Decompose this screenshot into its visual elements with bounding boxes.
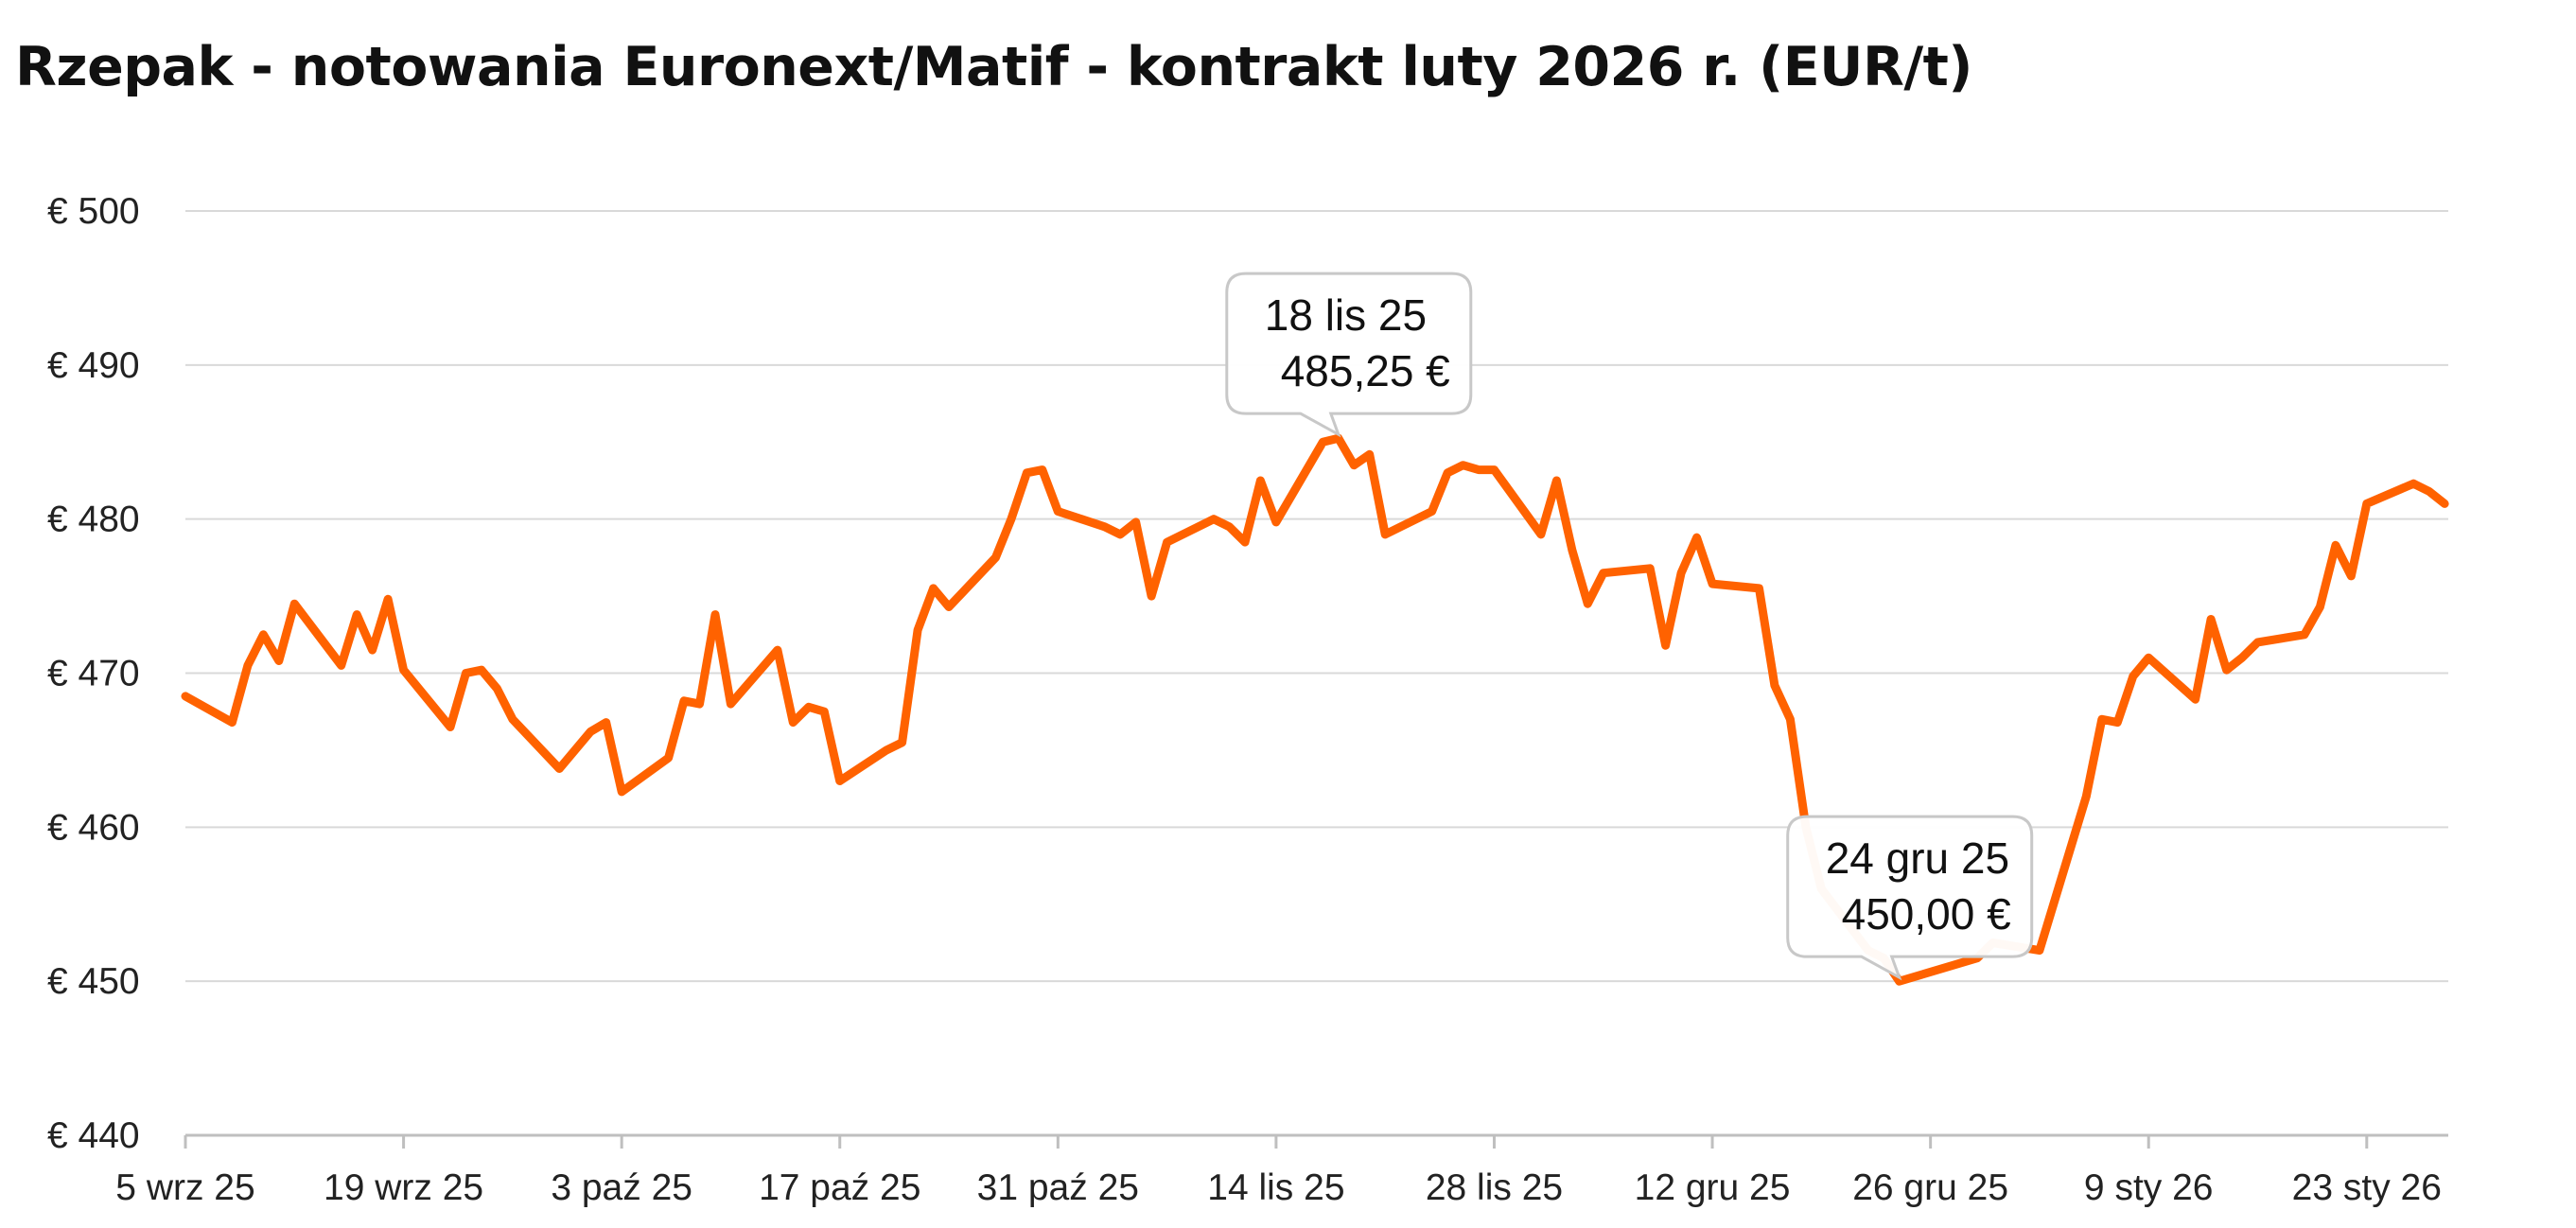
y-tick-label: € 450 <box>47 961 140 1002</box>
callout-box <box>1225 272 1473 438</box>
x-tick-label: 9 sty 26 <box>2084 1167 2214 1208</box>
x-tick-label: 19 wrz 25 <box>324 1167 483 1208</box>
callout: 24 gru 25 450,00 € <box>1786 815 2034 981</box>
callout-date: 18 lis 25 <box>1265 290 1427 340</box>
callout-date: 24 gru 25 <box>1826 833 2009 883</box>
x-tick-label: 26 gru 25 <box>1852 1167 2008 1208</box>
x-axis: 5 wrz 25 19 wrz 25 3 paź 25 17 paź 25 31 paź… <box>115 1133 2448 1208</box>
callout-value: 450,00 € <box>1842 889 2011 939</box>
x-tick-label: 17 paź 25 <box>759 1167 920 1208</box>
x-tick-label: 5 wrz 25 <box>115 1167 254 1208</box>
chart-title: Rzepak - notowania Euronext/Matif - kont… <box>15 36 1972 98</box>
callout: 18 lis 25 485,25 € <box>1225 272 1473 438</box>
y-tick-label: € 470 <box>47 654 140 694</box>
x-tick-label: 3 paź 25 <box>551 1167 692 1208</box>
y-tick-label: € 490 <box>47 345 140 386</box>
callout-box <box>1786 815 2034 981</box>
y-axis-tick-labels: € 440 € 450 € 460 € 470 € 480 € 490 € 500 <box>47 191 140 1156</box>
annotations: 18 lis 25 485,25 € 24 gru 25 450,00 € <box>1225 272 2034 981</box>
x-tick-label: 14 lis 25 <box>1207 1167 1344 1208</box>
callout-value: 485,25 € <box>1281 346 1450 395</box>
gridlines <box>185 210 2448 983</box>
price-series-line <box>181 433 2449 986</box>
x-tick-label: 31 paź 25 <box>977 1167 1139 1208</box>
x-tick-label: 28 lis 25 <box>1426 1167 1563 1208</box>
y-tick-label: € 480 <box>47 500 140 540</box>
y-tick-label: € 460 <box>47 807 140 848</box>
x-tick-label: 23 sty 26 <box>2292 1167 2442 1208</box>
y-tick-label: € 440 <box>47 1115 140 1156</box>
y-tick-label: € 500 <box>47 191 140 232</box>
series-layer <box>181 433 2449 986</box>
x-tick-label: 12 gru 25 <box>1635 1167 1791 1208</box>
